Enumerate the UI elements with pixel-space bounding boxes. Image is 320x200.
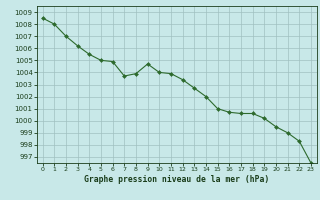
X-axis label: Graphe pression niveau de la mer (hPa): Graphe pression niveau de la mer (hPa) bbox=[84, 175, 269, 184]
